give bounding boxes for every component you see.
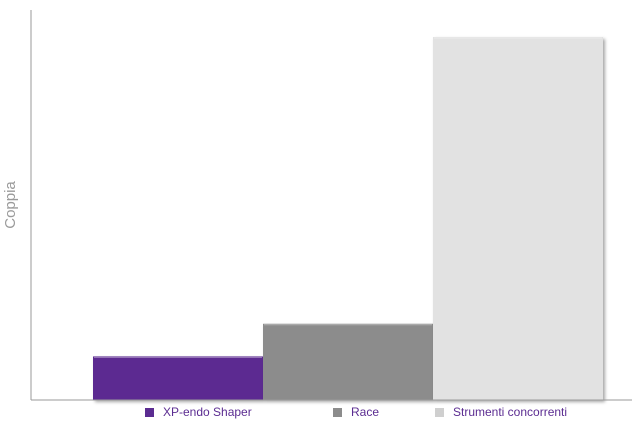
legend-label-xp-endo-shaper: XP-endo Shaper <box>163 405 252 419</box>
legend-item-strumenti-concorrenti: Strumenti concorrenti <box>435 405 567 419</box>
legend-label-race: Race <box>351 405 380 419</box>
bar-xp-endo-shaper <box>93 356 263 400</box>
bar-race <box>263 323 433 400</box>
bar-strumenti-concorrenti <box>433 37 603 400</box>
bars-group <box>93 37 603 400</box>
legend-swatch-strumenti-concorrenti <box>435 407 444 417</box>
y-axis-label: Coppia <box>2 181 19 229</box>
legend-label-strumenti-concorrenti: Strumenti concorrenti <box>453 405 568 419</box>
legend-swatch-race <box>333 407 342 417</box>
legend-swatch-xp-endo-shaper <box>145 407 154 417</box>
legend-item-race: Race <box>333 405 379 419</box>
legend-item-xp-endo-shaper: XP-endo Shaper <box>145 405 252 419</box>
legend: XP-endo Shaper Race Strumenti concorrenti <box>0 405 641 421</box>
